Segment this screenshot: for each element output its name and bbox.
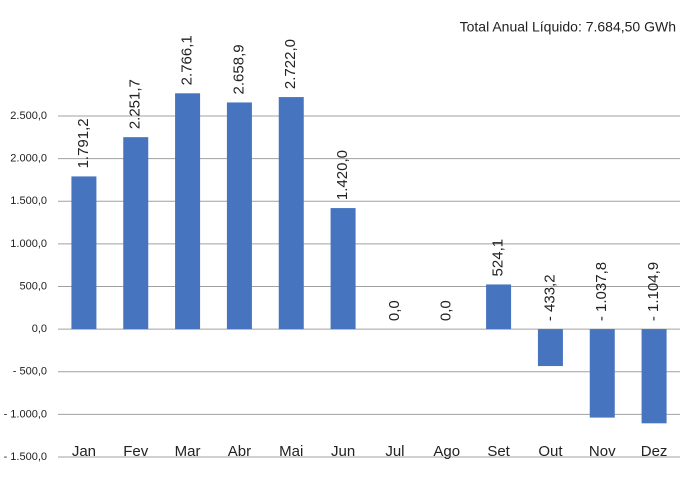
y-tick-label: 2.500,0 — [10, 110, 47, 122]
x-tick-label: Mai — [279, 443, 303, 460]
y-tick-label: - 1.500,0 — [4, 451, 47, 463]
x-tick-label: Jan — [72, 443, 96, 460]
y-tick-label: 0,0 — [32, 323, 47, 335]
value-label: 0,0 — [386, 300, 403, 321]
value-label: 1.420,0 — [334, 150, 351, 200]
annotation: Total Anual Líquido: 7.684,50 GWh — [460, 19, 676, 35]
x-tick-label: Ago — [433, 443, 460, 460]
value-label: 2.766,1 — [179, 35, 196, 85]
bar — [123, 137, 149, 330]
x-tick-label: Fev — [123, 443, 149, 460]
bar — [71, 176, 97, 330]
value-label: - 433,2 — [541, 274, 558, 321]
y-tick-label: 1.000,0 — [10, 238, 47, 250]
y-tick-label: 500,0 — [19, 280, 47, 292]
value-label: 1.791,2 — [75, 118, 92, 168]
value-label: 0,0 — [438, 300, 455, 321]
value-label: 2.251,7 — [127, 79, 144, 129]
bar — [537, 329, 563, 367]
value-label: - 1.104,9 — [645, 262, 662, 321]
value-label: 2.658,9 — [230, 44, 247, 94]
bar — [589, 329, 615, 418]
y-tick-label: - 1.000,0 — [4, 408, 47, 420]
x-tick-label: Mar — [175, 443, 201, 460]
value-label: - 1.037,8 — [593, 262, 610, 321]
x-tick-label: Abr — [228, 443, 251, 460]
x-tick-label: Jun — [331, 443, 355, 460]
x-tick-label: Set — [487, 443, 510, 460]
x-tick-label: Dez — [641, 443, 668, 460]
x-tick-label: Jul — [385, 443, 404, 460]
y-tick-label: 1.500,0 — [10, 195, 47, 207]
bar — [641, 329, 667, 424]
value-label: 2.722,0 — [282, 39, 299, 89]
x-tick-label: Out — [538, 443, 563, 460]
bar — [278, 97, 304, 330]
bar — [226, 102, 252, 330]
value-label: 524,1 — [490, 239, 507, 277]
x-tick-label: Nov — [589, 443, 616, 460]
y-tick-label: - 500,0 — [13, 366, 47, 378]
bar — [486, 284, 512, 330]
bar — [175, 93, 201, 330]
bar — [330, 208, 356, 330]
y-tick-label: 2.000,0 — [10, 153, 47, 165]
